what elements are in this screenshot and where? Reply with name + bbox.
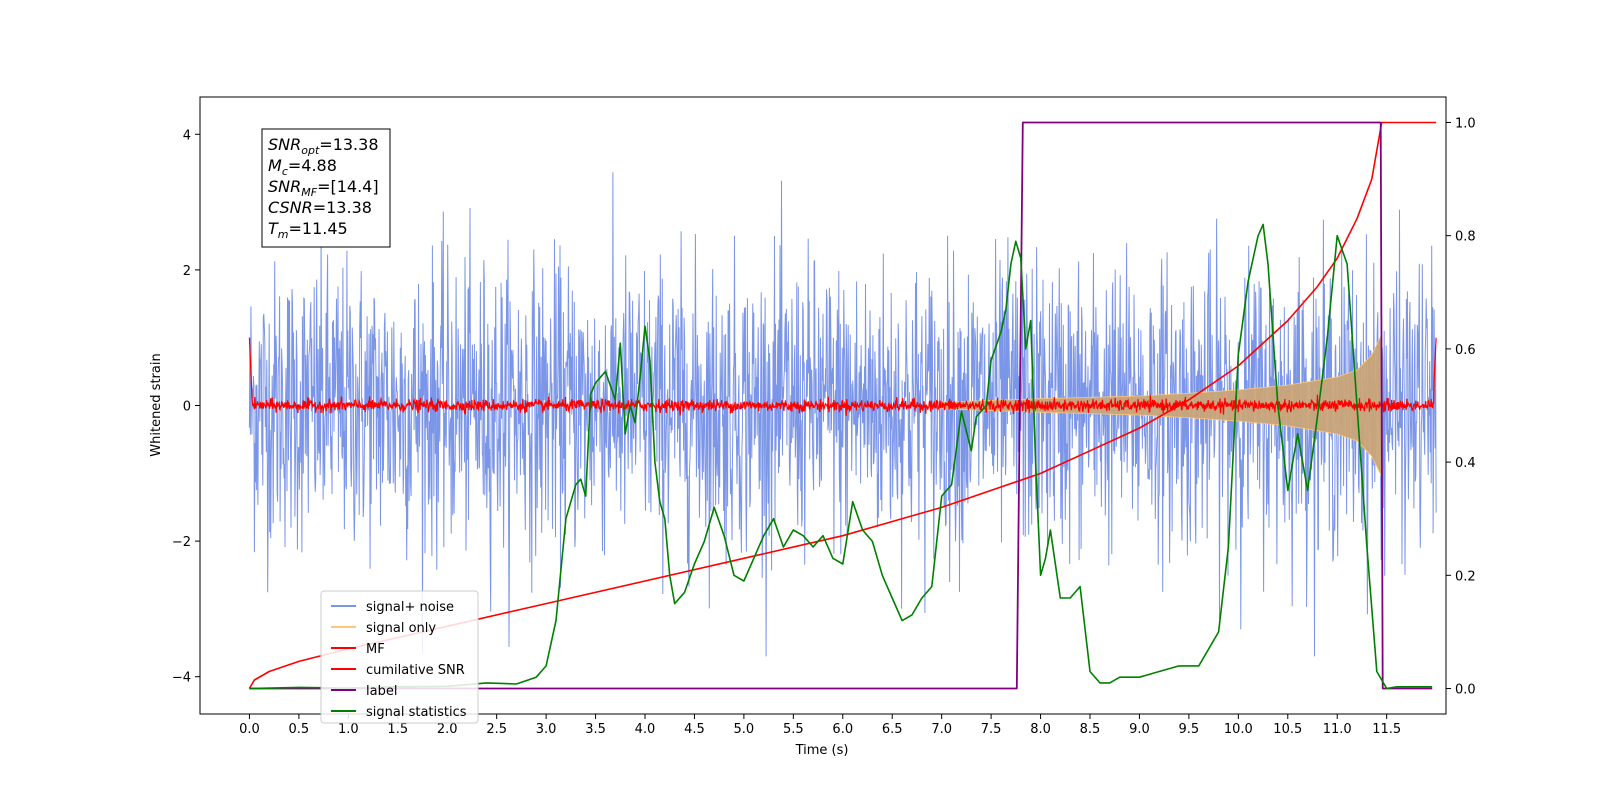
y-axis-right: 0.0 0.2 0.4 0.6 0.8 1.0 (1446, 116, 1476, 698)
x-tick-label: 7.5 (981, 722, 1002, 737)
info-symbol: SNR (268, 177, 301, 196)
info-symbol: M (268, 156, 282, 175)
info-subscript: MF (301, 186, 317, 199)
x-tick-label: 9.0 (1129, 722, 1150, 737)
x-tick-label: 10.0 (1224, 722, 1253, 737)
info-value: =[14.4] (317, 177, 379, 196)
y-left-tick-label: 2 (183, 264, 191, 279)
y-right-tick-label: 1.0 (1455, 116, 1476, 131)
info-box-line: Mc=4.88 (268, 156, 337, 178)
legend-label: cumilative SNR (366, 663, 465, 678)
x-tick-label: 10.5 (1273, 722, 1302, 737)
x-tick-label: 2.0 (437, 722, 458, 737)
info-box-line: CSNR=13.38 (268, 198, 372, 217)
info-box-line: Tm=11.45 (268, 219, 348, 241)
x-tick-label: 4.5 (684, 722, 705, 737)
x-tick-label: 8.0 (1030, 722, 1051, 737)
y-left-tick-label: −2 (172, 535, 191, 550)
x-tick-label: 7.0 (931, 722, 952, 737)
info-symbol: CSNR (268, 198, 313, 217)
x-tick-label: 1.0 (338, 722, 359, 737)
info-subscript: c (282, 165, 288, 178)
legend-label: signal only (366, 621, 436, 636)
x-tick-label: 5.0 (734, 722, 755, 737)
legend: signal+ noise signal only MF cumilative SNR… (320, 590, 479, 724)
x-tick-label: 11.0 (1323, 722, 1352, 737)
info-symbol: SNR (268, 135, 301, 154)
info-value: =4.88 (288, 156, 337, 175)
info-subscript: opt (301, 144, 320, 157)
x-tick-label: 9.5 (1179, 722, 1200, 737)
x-tick-label: 0.0 (239, 722, 260, 737)
legend-label: label (366, 684, 397, 699)
info-symbol: T (268, 219, 279, 238)
x-tick-label: 4.0 (635, 722, 656, 737)
series-signal-noise-line (248, 172, 1437, 657)
series-mf-line (248, 337, 1437, 416)
x-tick-label: 3.5 (585, 722, 606, 737)
x-tick-label: 6.5 (882, 722, 903, 737)
info-box-line: SNRMF=[14.4] (268, 177, 379, 199)
x-tick-label: 0.5 (289, 722, 310, 737)
y-right-tick-label: 0.0 (1455, 683, 1476, 698)
info-value: =13.38 (313, 198, 372, 217)
legend-label: signal statistics (366, 705, 467, 720)
x-tick-label: 6.0 (832, 722, 853, 737)
info-box: SNRopt=13.38Mc=4.88SNRMF=[14.4]CSNR=13.3… (261, 128, 391, 248)
y-axis-left: −4 −2 0 2 4 (172, 128, 200, 686)
info-subscript: m (278, 228, 289, 241)
x-tick-label: 11.5 (1372, 722, 1401, 737)
y-left-tick-label: 0 (183, 400, 191, 415)
info-value: =11.45 (289, 219, 348, 238)
y-axis-label-left: Whitened strain (149, 353, 164, 456)
y-right-tick-label: 0.8 (1455, 230, 1476, 245)
x-tick-label: 3.0 (536, 722, 557, 737)
y-left-tick-label: −4 (172, 671, 191, 686)
x-tick-label: 5.5 (783, 722, 804, 737)
legend-frame (320, 590, 479, 724)
legend-label: MF (366, 642, 385, 657)
info-value: =13.38 (319, 135, 378, 154)
x-axis-label: Time (s) (795, 743, 849, 758)
series-signal-statistics-line (249, 223, 1433, 690)
x-tick-label: 8.5 (1080, 722, 1101, 737)
y-left-tick-label: 4 (183, 128, 191, 143)
legend-label: signal+ noise (366, 600, 454, 615)
y-right-tick-label: 0.2 (1455, 569, 1476, 584)
x-tick-label: 1.5 (387, 722, 408, 737)
x-tick-label: 2.5 (486, 722, 507, 737)
info-box-line: SNRopt=13.38 (268, 135, 379, 157)
info-box-frame (261, 128, 391, 248)
x-axis: 0.0 0.5 1.0 1.5 2.0 2.5 3.0 3.5 4.0 4.5 5.0 5.5 6.0 6… (239, 714, 1401, 737)
y-right-tick-label: 0.6 (1455, 343, 1476, 358)
y-right-tick-label: 0.4 (1455, 456, 1476, 471)
